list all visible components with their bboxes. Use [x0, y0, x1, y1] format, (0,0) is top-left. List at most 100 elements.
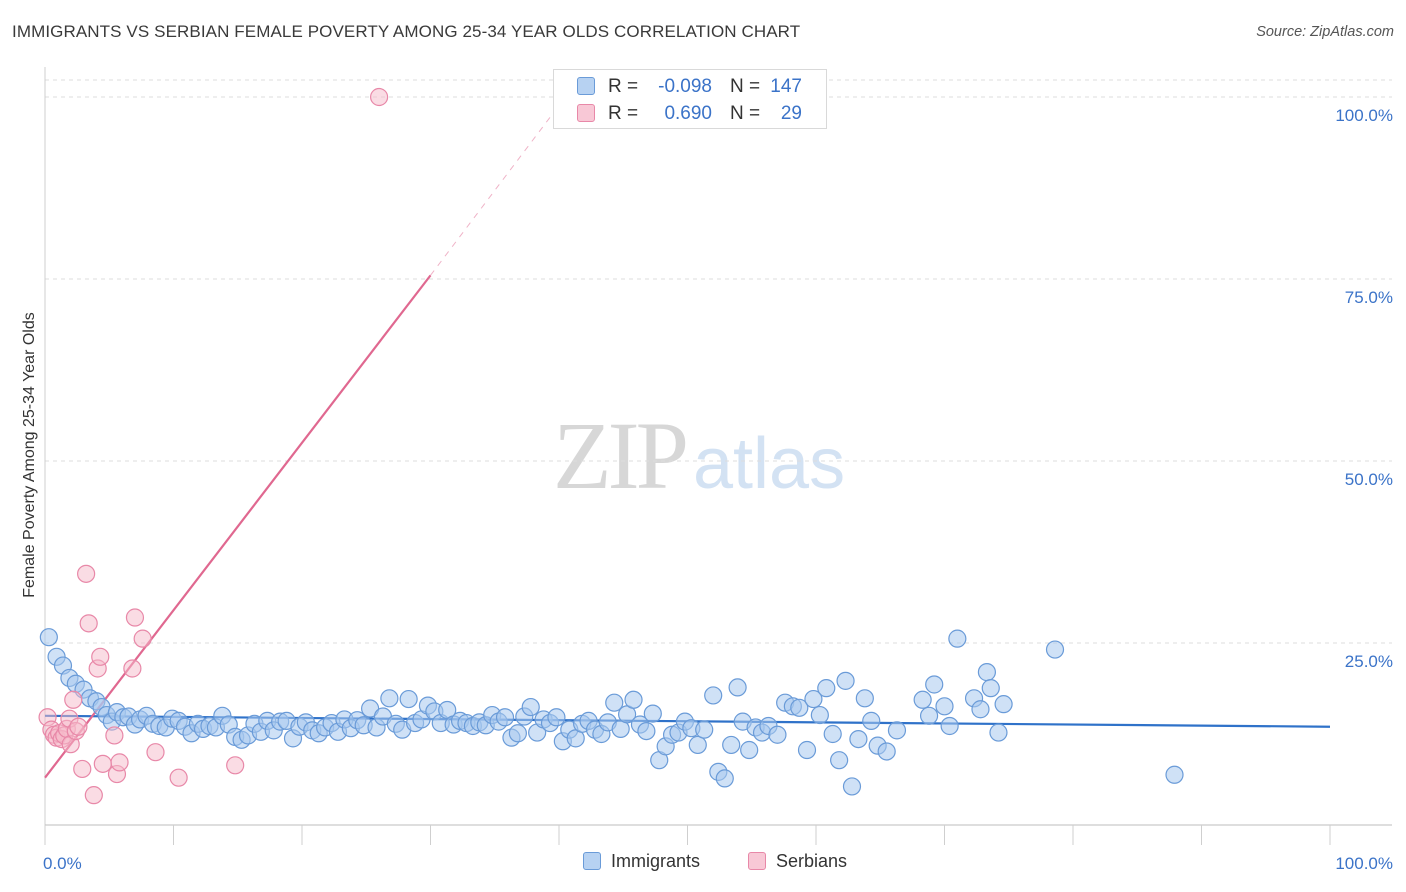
immigrants-point — [913, 690, 932, 709]
immigrants-swatch — [577, 77, 595, 95]
axis-layer — [44, 67, 1392, 845]
legend-row-serbians: R = 0.690 N = 29 — [554, 101, 826, 127]
immigrants-legend-label: Immigrants — [611, 851, 701, 871]
immigrants-point — [797, 740, 817, 760]
immigrants-point — [624, 690, 643, 709]
immigrants-point — [877, 742, 896, 761]
legend-r-label: R = — [608, 76, 639, 97]
immigrants-point — [704, 686, 723, 705]
serbians-trend-line — [44, 274, 432, 779]
stats-legend: R = -0.098 N = 147 R = 0.690 N = 29 — [553, 69, 827, 129]
series-legend: Immigrants Serbians — [0, 851, 1406, 877]
immigrants-point — [521, 697, 540, 717]
immigrants-point — [688, 735, 707, 755]
serbians-point — [77, 564, 96, 583]
immigrants-point — [790, 698, 809, 717]
x-tick-label: 100.0% — [1335, 854, 1393, 873]
legend-r-label: R = — [608, 103, 639, 124]
immigrants-point — [823, 724, 842, 744]
immigrants-point — [977, 663, 997, 682]
immigrants-point — [722, 735, 741, 755]
y-tick-label: 100.0% — [1335, 106, 1393, 125]
serbians-swatch — [577, 104, 595, 122]
serbians-point — [146, 743, 165, 762]
immigrants-point — [842, 777, 862, 796]
immigrants-point — [768, 725, 787, 744]
immigrants-point — [919, 706, 939, 725]
immigrants-point — [994, 695, 1013, 714]
serbians-trend-extension — [430, 96, 566, 276]
serbians-point — [73, 759, 92, 779]
serbians-point — [79, 614, 98, 633]
immigrants-point — [728, 678, 747, 697]
chart-source: Source: ZipAtlas.com — [1256, 24, 1394, 40]
serbians-point — [110, 753, 129, 772]
immigrants-point — [940, 716, 959, 736]
immigrants-point — [695, 720, 714, 739]
trend-layer — [44, 96, 1331, 779]
immigrants-point — [804, 689, 823, 709]
immigrants-point — [935, 697, 954, 716]
legend-n-label: N = — [730, 76, 761, 97]
y-tick-label: 25.0% — [1345, 652, 1393, 671]
immigrants-point — [862, 711, 881, 730]
immigrants-point — [637, 721, 656, 741]
immigrants-point — [836, 671, 855, 690]
immigrants-point — [925, 675, 944, 694]
immigrants-point — [39, 628, 58, 647]
immigrants-point — [399, 689, 418, 709]
grid-layer — [45, 79, 1392, 644]
immigrants-point — [547, 708, 566, 727]
serbians-point — [125, 608, 145, 627]
y-tick-label: 50.0% — [1345, 470, 1393, 489]
immigrants-point — [971, 700, 990, 719]
immigrants-point — [361, 699, 380, 718]
serbians-point — [226, 756, 245, 775]
immigrants-point — [1165, 765, 1184, 784]
immigrants-point — [495, 708, 515, 727]
legend-item-serbians: Serbians — [748, 851, 847, 872]
y-tick-label: 75.0% — [1345, 288, 1393, 307]
serbians-point — [123, 659, 142, 678]
legend-n-value: 147 — [770, 76, 802, 97]
tick-label-layer: 100.0% 75.0% 50.0% 25.0% 0.0% 100.0% — [43, 106, 1393, 873]
serbians-point — [169, 768, 188, 787]
immigrants-point — [830, 751, 849, 770]
serbians-point — [69, 717, 88, 736]
immigrants-point — [643, 704, 662, 723]
serbians-point — [133, 629, 152, 648]
immigrants-point — [981, 679, 1000, 698]
immigrants-legend-swatch — [583, 852, 601, 870]
immigrants-point — [887, 721, 907, 740]
serbians-point — [84, 786, 103, 805]
legend-r-value: -0.098 — [658, 76, 712, 97]
serbians-point — [64, 690, 83, 709]
serbians-point — [370, 87, 389, 107]
legend-n-label: N = — [730, 103, 761, 124]
points-layer — [38, 87, 1184, 805]
immigrants-point — [989, 723, 1008, 742]
legend-n-value: 29 — [780, 103, 802, 124]
legend-item-immigrants: Immigrants — [583, 851, 700, 872]
legend-r-value: 0.690 — [664, 103, 712, 124]
serbians-legend-swatch — [748, 852, 766, 870]
serbians-point — [93, 754, 112, 773]
immigrants-point — [740, 740, 759, 760]
immigrants-point — [380, 689, 399, 708]
immigrants-point — [948, 629, 967, 648]
immigrants-point — [817, 679, 836, 698]
chart-title: IMMIGRANTS VS SERBIAN FEMALE POVERTY AMO… — [12, 22, 801, 41]
serbians-point — [91, 647, 110, 666]
serbians-legend-label: Serbians — [776, 851, 848, 871]
legend-row-immigrants: R = -0.098 N = 147 — [554, 74, 826, 100]
immigrants-point — [715, 769, 734, 788]
immigrants-point — [508, 724, 527, 743]
immigrants-point — [1045, 640, 1065, 659]
immigrants-point — [605, 693, 624, 712]
immigrants-point — [855, 689, 874, 708]
immigrants-point — [849, 729, 868, 749]
immigrants-point — [810, 705, 829, 725]
serbians-point — [105, 726, 124, 745]
x-tick-label: 0.0% — [43, 854, 82, 873]
